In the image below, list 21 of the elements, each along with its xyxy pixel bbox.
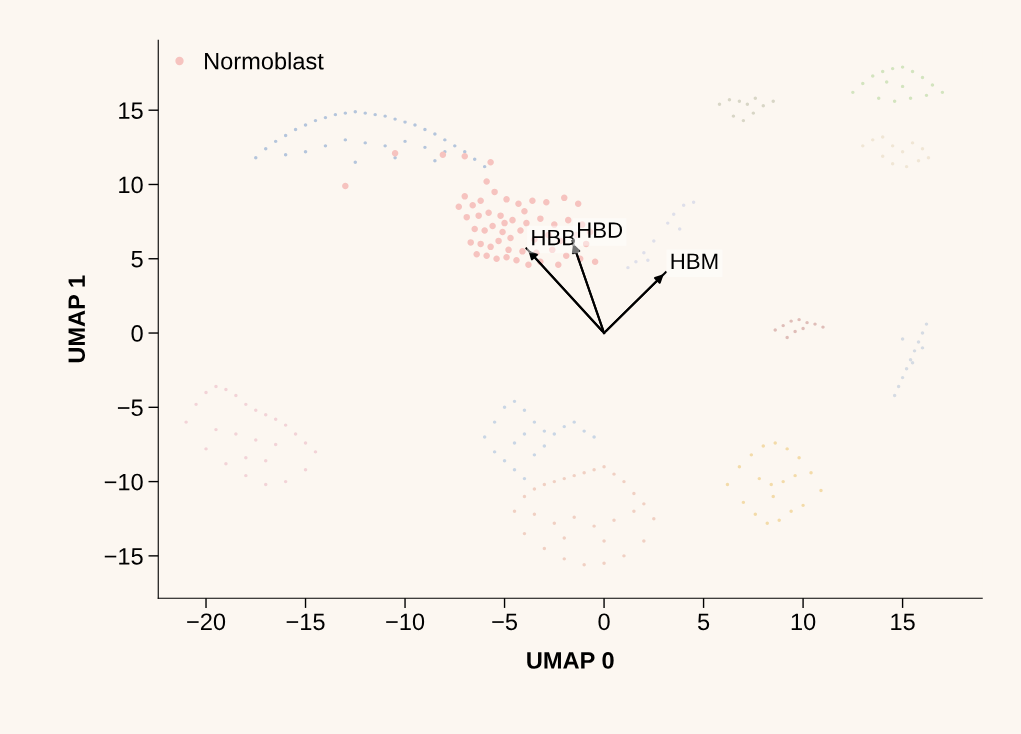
y-tick-label: −10 xyxy=(104,473,143,491)
y-tick-label: 0 xyxy=(131,325,143,342)
legend-label: Normoblast xyxy=(205,52,324,70)
x-tick-label: −5 xyxy=(492,613,518,631)
annotation: HBD xyxy=(578,222,623,238)
x-tick-label: −10 xyxy=(386,613,425,631)
annotation: HBM xyxy=(671,253,718,269)
y-tick-label: 10 xyxy=(119,176,143,194)
x-tick-label: 15 xyxy=(891,613,915,631)
x-tick-label: 10 xyxy=(791,613,816,631)
y-tick-label: −5 xyxy=(117,399,143,417)
x-tick-label: −15 xyxy=(286,613,325,631)
x-tick-label: −20 xyxy=(187,613,226,631)
annotation: HBB xyxy=(532,229,575,246)
y-tick-label: 5 xyxy=(131,251,143,268)
x-tick-label: 0 xyxy=(598,613,610,631)
y-tick-label: −15 xyxy=(104,548,143,565)
x-tick-label: 5 xyxy=(697,613,710,631)
y-tick-label: 15 xyxy=(119,102,143,119)
x-axis-title: UMAP 0 xyxy=(527,652,614,669)
y-axis-title: UMAP 1 xyxy=(68,275,86,363)
